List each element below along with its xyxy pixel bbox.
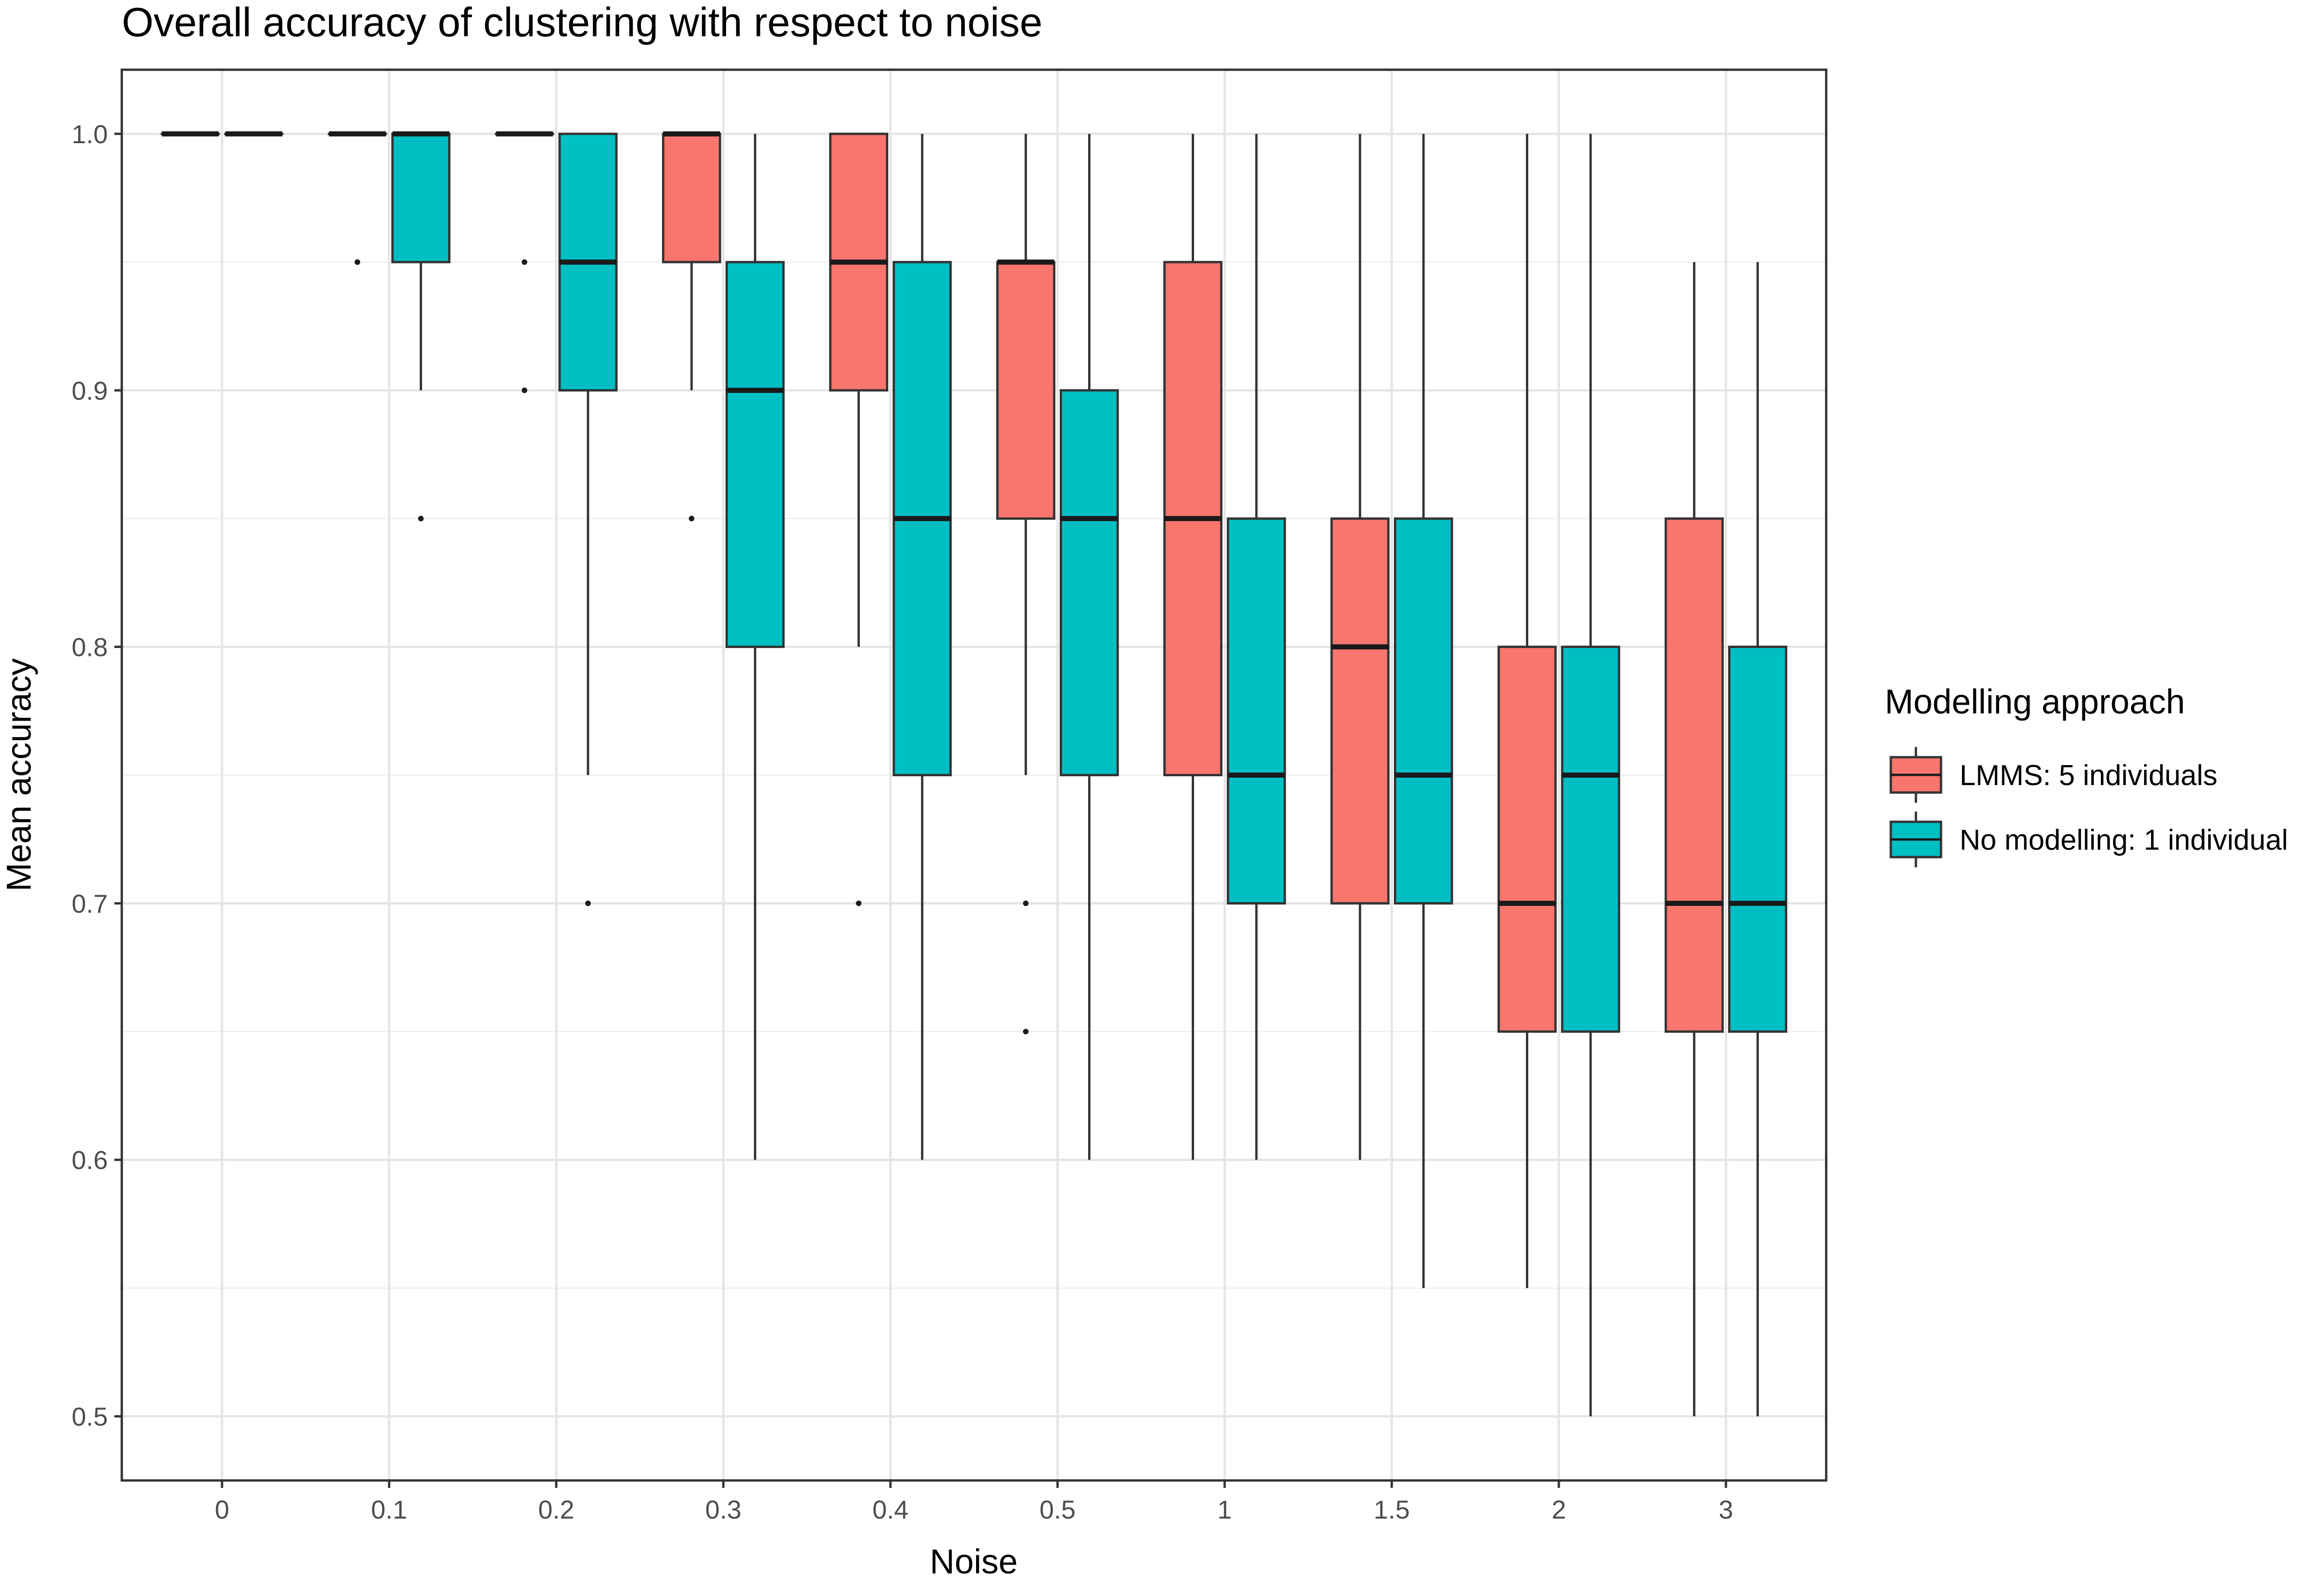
box-series [160, 131, 1788, 1417]
plot-panel [120, 68, 1828, 1482]
outlier-point [585, 900, 591, 906]
box-lmms [1163, 133, 1223, 1160]
box-iqr [1497, 646, 1557, 1033]
box-iqr [725, 261, 785, 648]
outlier-point [354, 259, 360, 265]
box-no-modelling [1393, 133, 1453, 1288]
x-tick-label: 1.5 [1373, 1495, 1410, 1524]
box-no-modelling [1227, 133, 1286, 1160]
y-tick-label: 0.5 [72, 1402, 108, 1431]
outlier-point [688, 515, 694, 522]
x-tick-label: 0.3 [705, 1495, 741, 1524]
y-tick-label: 1.0 [72, 119, 108, 149]
box-no-modelling [391, 131, 451, 522]
x-tick-label: 0 [215, 1495, 229, 1524]
legend-title: Modelling approach [1885, 682, 2185, 721]
box-no-modelling [1728, 262, 1788, 1417]
x-axis-title: Noise [930, 1542, 1017, 1579]
box-lmms [662, 131, 721, 522]
y-axis-title: Mean accuracy [0, 658, 38, 892]
x-axis: 0 0.1 0.2 0.3 0.4 0.5 1 1.5 2 3 [215, 1480, 1733, 1524]
x-tick-label: 3 [1719, 1495, 1733, 1524]
box-no-modelling [725, 133, 785, 1160]
box-lmms [996, 133, 1056, 1035]
outlier-point [522, 387, 528, 393]
legend-label: No modelling: 1 individual [1960, 824, 2288, 856]
chart-title: Overall accuracy of clustering with resp… [122, 0, 1043, 45]
outlier-point [522, 259, 528, 265]
y-tick-label: 0.9 [72, 376, 108, 405]
box-iqr [1561, 646, 1620, 1033]
box-iqr [996, 261, 1056, 520]
box-iqr [662, 132, 721, 264]
outlier-point [856, 900, 862, 906]
box-no-modelling [892, 133, 952, 1160]
y-tick-label: 0.7 [72, 889, 108, 918]
box-iqr [391, 132, 451, 264]
box-lmms [829, 132, 889, 906]
box-no-modelling [1059, 133, 1119, 1160]
box-lmms [1664, 262, 1724, 1417]
y-tick-label: 0.6 [72, 1145, 108, 1175]
y-tick-label: 0.8 [72, 633, 108, 662]
legend-items: LMMS: 5 individuals No modelling: 1 indiv… [1889, 747, 2288, 867]
x-tick-label: 0.5 [1039, 1495, 1076, 1524]
legend-label: LMMS: 5 individuals [1960, 760, 2218, 792]
x-tick-label: 0.2 [538, 1495, 574, 1524]
legend-item: No modelling: 1 individual [1889, 812, 2288, 867]
legend: Modelling approach LMMS: 5 individuals No… [1885, 682, 2288, 867]
x-tick-label: 0.4 [872, 1495, 909, 1524]
outlier-point [1023, 1029, 1029, 1035]
box-iqr [1728, 646, 1788, 1033]
outlier-point [418, 515, 424, 522]
box-no-modelling [558, 132, 618, 906]
box-lmms [495, 131, 555, 393]
x-tick-label: 2 [1552, 1495, 1566, 1524]
box-iqr [1664, 517, 1724, 1033]
box-iqr [1393, 517, 1453, 905]
outlier-point [1023, 900, 1029, 906]
box-no-modelling [1561, 133, 1620, 1417]
box-iqr [1059, 389, 1119, 776]
box-iqr [1227, 517, 1286, 905]
legend-item: LMMS: 5 individuals [1889, 747, 2218, 803]
box-lmms [328, 131, 387, 265]
plot-panel-border [120, 68, 1828, 1482]
box-iqr [1330, 517, 1390, 905]
box-lmms [1330, 133, 1390, 1160]
box-lmms [1497, 133, 1557, 1288]
x-tick-label: 0.1 [371, 1495, 407, 1524]
x-tick-label: 1 [1217, 1495, 1232, 1524]
y-axis: 0.5 0.6 0.7 0.8 0.9 1.0 [72, 119, 122, 1431]
